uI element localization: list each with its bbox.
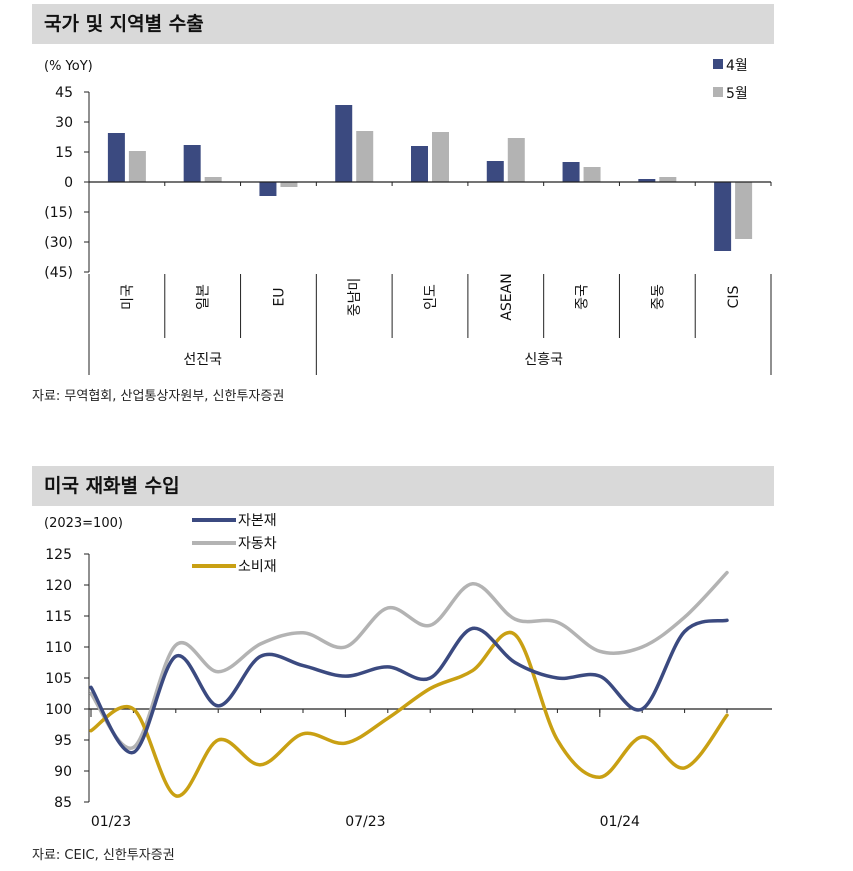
y-tick-label: 45 [55, 85, 73, 101]
y-tick-label: 30 [55, 115, 73, 131]
y-tick-label: 15 [55, 145, 73, 161]
bar-apr-4 [411, 146, 428, 182]
y-tick-label: 120 [45, 578, 72, 594]
x-tick-label: 01/24 [600, 814, 640, 830]
bar-may-5 [507, 138, 525, 182]
x-tick-label: 07/23 [345, 814, 385, 830]
category-label: 중국 [575, 284, 591, 310]
legend-label-0: 자본재 [238, 513, 277, 529]
category-label: EU [271, 287, 287, 306]
category-label: 인도 [423, 284, 439, 310]
bar-may-7 [659, 177, 677, 182]
legend-swatch-1 [713, 87, 723, 97]
chart1-title: 국가 및 지역별 수출 [32, 4, 774, 44]
legend-swatch-0 [713, 59, 723, 69]
y-tick-label: 95 [54, 733, 72, 749]
category-label: 중남미 [347, 278, 363, 317]
export-bar-chart: (% YoY) 45 30 15 0 (15) (30) (45) 미국 일본 EU 중남미 인도 ASE… [44, 58, 772, 375]
bar-may-4 [432, 132, 449, 182]
legend-label-0: 4월 [726, 58, 748, 74]
group-label-1: 신흥국 [524, 352, 563, 368]
x-tick-label: 01/23 [91, 814, 131, 830]
y-tick-label: 115 [45, 609, 72, 625]
bar-may-6 [583, 167, 601, 182]
y-axis-unit: (2023=100) [44, 516, 123, 531]
series-line-0 [89, 618, 729, 755]
series-line-2 [89, 630, 729, 798]
y-tick-label: (30) [44, 235, 73, 251]
y-tick-label: 0 [64, 175, 73, 191]
category-label: 중동 [650, 284, 666, 310]
y-tick-label: (15) [44, 205, 73, 221]
chart2-title: 미국 재화별 수입 [32, 466, 774, 506]
bar-may-1 [204, 177, 222, 182]
bar-apr-7 [638, 179, 656, 182]
y-tick-label: 125 [45, 547, 72, 563]
y-tick-label: 110 [45, 640, 72, 656]
legend-label-1: 자동차 [238, 536, 277, 552]
y-axis-unit: (% YoY) [44, 59, 93, 74]
bar-apr-5 [486, 161, 504, 182]
category-label: ASEAN [499, 273, 515, 320]
category-label: 미국 [120, 284, 136, 310]
group-label-0: 선진국 [183, 352, 222, 368]
bar-apr-6 [562, 162, 580, 182]
y-tick-label: (45) [44, 265, 73, 281]
bar-apr-3 [335, 105, 353, 182]
legend-label-1: 5월 [726, 86, 748, 102]
y-tick-label: 85 [54, 795, 72, 811]
legend-label-2: 소비재 [238, 559, 277, 575]
series-line-1 [89, 570, 729, 750]
y-tick-label: 105 [45, 671, 72, 687]
category-label: CIS [726, 285, 742, 308]
chart1-source: 자료: 무역협회, 산업통상자원부, 신한투자증권 [32, 389, 285, 404]
bar-apr-8 [714, 182, 732, 251]
bar-apr-2 [259, 182, 277, 196]
category-label: 일본 [196, 284, 212, 310]
bar-may-2 [280, 182, 298, 187]
bar-apr-0 [107, 133, 125, 182]
y-tick-label: 100 [45, 702, 72, 718]
bar-may-3 [356, 131, 374, 182]
chart2-source: 자료: CEIC, 신한투자증권 [32, 848, 175, 863]
bar-apr-1 [183, 145, 201, 182]
bar-may-0 [128, 151, 146, 182]
y-tick-label: 90 [54, 764, 72, 780]
bar-may-8 [735, 182, 753, 239]
